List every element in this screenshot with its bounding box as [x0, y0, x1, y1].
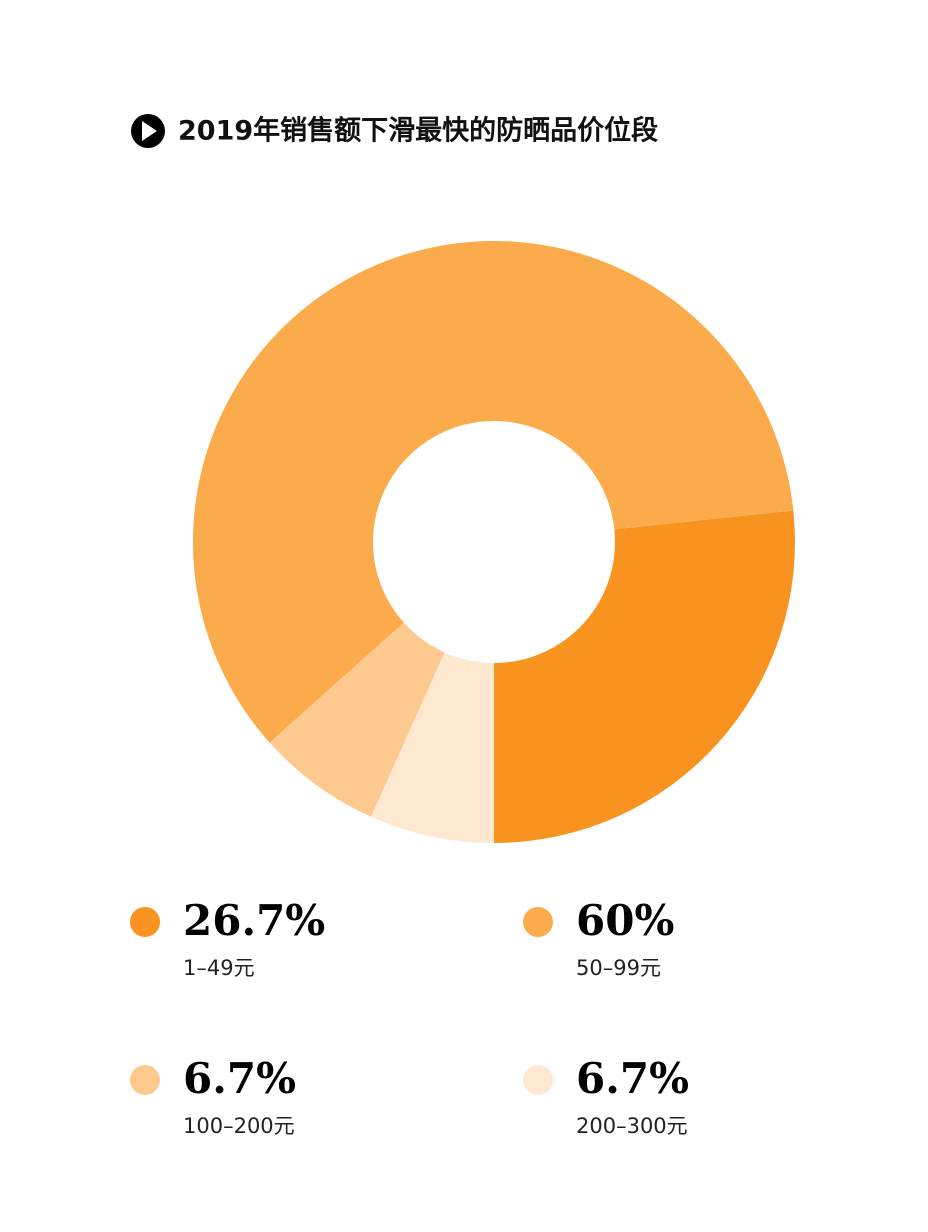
- legend-label: 100–200元: [183, 1114, 295, 1138]
- legend-value: 6.7%: [576, 1054, 689, 1103]
- legend-marker: [523, 907, 553, 937]
- legend-value: 60%: [576, 896, 674, 945]
- legend-marker: [130, 1065, 160, 1095]
- donut-slice: [494, 510, 796, 843]
- donut-slice: [269, 622, 445, 817]
- legend-label: 200–300元: [576, 1114, 688, 1138]
- donut-slice: [193, 241, 794, 743]
- chart-title: 2019年销售额下滑最快的防晒品价位段: [178, 115, 658, 147]
- legend-label: 1–49元: [183, 956, 255, 980]
- donut-slice: [371, 652, 494, 843]
- title-icon-arrow: [142, 121, 157, 141]
- legend-value: 6.7%: [183, 1054, 296, 1103]
- legend-marker: [523, 1065, 553, 1095]
- legend-value: 26.7%: [183, 896, 325, 945]
- legend-marker: [130, 907, 160, 937]
- legend-label: 50–99元: [576, 956, 661, 980]
